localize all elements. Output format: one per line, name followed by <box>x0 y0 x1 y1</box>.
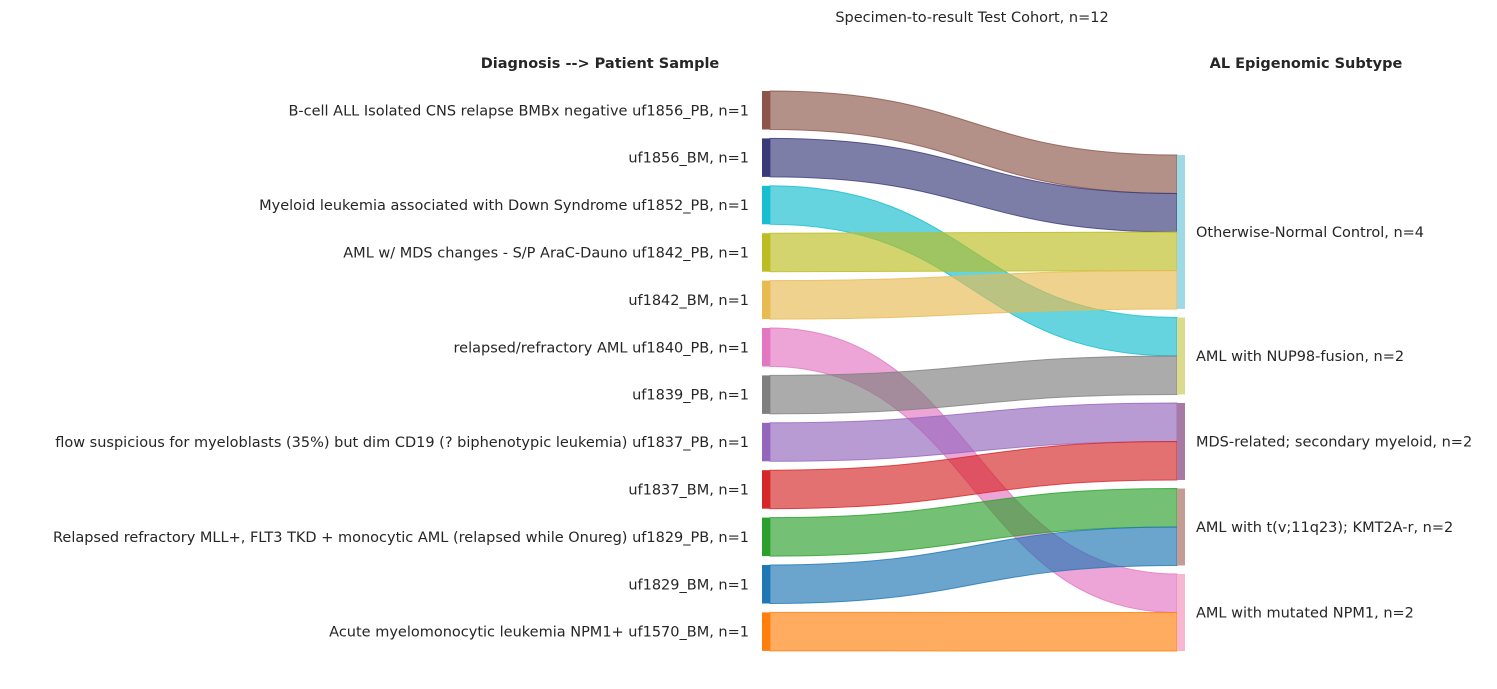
source-label-7: flow suspicious for myeloblasts (35%) bu… <box>55 435 749 451</box>
target-node-0 <box>1177 155 1185 309</box>
source-node-1 <box>762 138 770 177</box>
source-node-3 <box>762 233 770 272</box>
left-column-header: Diagnosis --> Patient Sample <box>481 56 720 72</box>
target-label-0: Otherwise-Normal Control, n=4 <box>1196 225 1424 241</box>
source-label-1: uf1856_BM, n=1 <box>628 151 749 167</box>
target-nodes: Otherwise-Normal Control, n=4 AML with NU… <box>1177 155 1472 651</box>
flow-band-11 <box>769 611 1178 652</box>
source-node-9 <box>762 517 770 557</box>
flow-band-4 <box>769 269 1178 320</box>
source-label-6: uf1839_PB, n=1 <box>632 388 749 404</box>
target-label-3: AML with t(v;11q23); KMT2A-r, n=2 <box>1196 520 1453 536</box>
flows-layer <box>769 90 1178 652</box>
source-node-8 <box>762 470 770 509</box>
target-node-3 <box>1177 488 1185 566</box>
source-node-7 <box>762 422 770 462</box>
source-label-0: B-cell ALL Isolated CNS relapse BMBx neg… <box>288 103 749 119</box>
target-label-1: AML with NUP98-fusion, n=2 <box>1196 349 1404 365</box>
target-node-2 <box>1177 403 1185 480</box>
source-node-10 <box>762 565 770 604</box>
source-node-5 <box>762 328 770 367</box>
source-label-11: Acute myelomonocytic leukemia NPM1+ uf15… <box>329 625 749 641</box>
flow-band-3 <box>769 231 1178 273</box>
source-label-4: uf1842_BM, n=1 <box>628 293 749 309</box>
source-node-4 <box>762 280 770 320</box>
source-label-2: Myeloid leukemia associated with Down Sy… <box>259 198 749 214</box>
source-node-0 <box>762 91 770 130</box>
source-label-5: relapsed/refractory AML uf1840_PB, n=1 <box>454 340 749 356</box>
source-label-3: AML w/ MDS changes - S/P AraC-Dauno uf18… <box>343 245 749 261</box>
target-label-2: MDS-related; secondary myeloid, n=2 <box>1196 435 1472 451</box>
source-label-8: uf1837_BM, n=1 <box>628 482 749 498</box>
source-node-6 <box>762 375 770 414</box>
target-node-1 <box>1177 317 1185 395</box>
source-label-9: Relapsed refractory MLL+, FLT3 TKD + mon… <box>53 530 749 546</box>
right-column-header: AL Epigenomic Subtype <box>1210 56 1403 72</box>
source-node-11 <box>762 612 770 651</box>
target-node-4 <box>1177 574 1185 651</box>
target-label-4: AML with mutated NPM1, n=2 <box>1196 606 1414 622</box>
source-nodes: B-cell ALL Isolated CNS relapse BMBx neg… <box>53 91 770 651</box>
diagram-title: Specimen-to-result Test Cohort, n=12 <box>835 10 1108 26</box>
source-label-10: uf1829_BM, n=1 <box>628 577 749 593</box>
source-node-2 <box>762 185 770 225</box>
